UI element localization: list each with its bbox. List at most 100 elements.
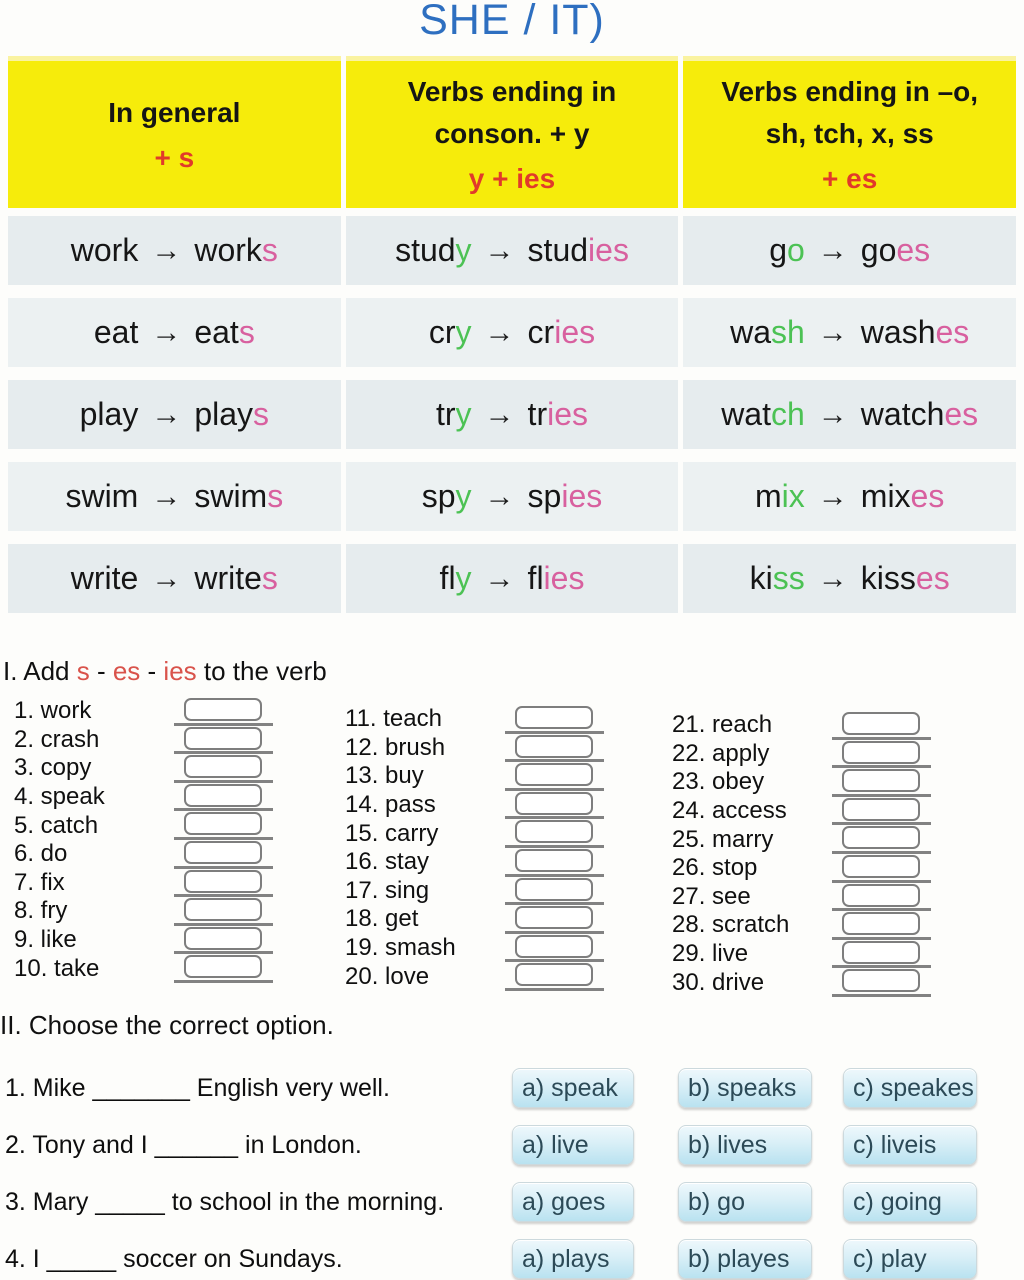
verb-label: 3. copy: [14, 754, 92, 782]
verb-item-row: 7. fix: [14, 869, 304, 898]
heading-segment: -: [140, 656, 164, 686]
answer-box[interactable]: [842, 712, 920, 735]
verb-example-cell: tr y → tr ies: [345, 380, 679, 449]
answer-underline: [832, 908, 931, 912]
question-text: 4. I _____ soccer on Sundays.: [5, 1245, 343, 1273]
conjugation-rules-table: In general + s Verbs ending in conson. + y y…: [8, 56, 1017, 613]
base-word: ki: [749, 560, 773, 596]
arrow-icon: →: [817, 561, 848, 595]
option-button[interactable]: b) speaks: [678, 1068, 812, 1108]
table-row: swim → swim s sp y → sp ies m ix → mix es: [8, 462, 1017, 531]
answer-box[interactable]: [184, 898, 262, 922]
answer-box[interactable]: [515, 963, 593, 987]
verb-item-row: 11. teach: [345, 705, 635, 734]
base-word: m: [755, 478, 782, 514]
answer-box[interactable]: [842, 854, 920, 878]
answer-box[interactable]: [184, 698, 262, 721]
result-word: wash: [860, 314, 936, 350]
verb-item-row: 6. do: [14, 840, 304, 869]
answer-underline: [174, 951, 273, 955]
table-header-cell: In general + s: [8, 56, 341, 208]
answer-box[interactable]: [184, 755, 262, 779]
verb-item-row: 30. drive: [672, 968, 962, 997]
answer-box[interactable]: [842, 797, 920, 821]
answer-box[interactable]: [515, 906, 593, 930]
answer-box[interactable]: [515, 877, 593, 901]
option-button[interactable]: c) going: [843, 1182, 977, 1222]
verb-label: 6. do: [14, 840, 68, 868]
highlighted-letters: y: [455, 560, 472, 596]
answer-box[interactable]: [515, 791, 593, 815]
verb-item-row: 22. apply: [672, 740, 962, 769]
highlighted-letters: o: [786, 232, 805, 268]
verb-example-cell: write → write s: [8, 544, 341, 613]
option-button[interactable]: b) go: [678, 1182, 812, 1222]
arrow-icon: →: [151, 233, 182, 267]
answer-box[interactable]: [515, 934, 593, 958]
answer-box[interactable]: [842, 740, 920, 764]
answer-box[interactable]: [842, 826, 920, 850]
answer-box[interactable]: [842, 969, 920, 993]
section2-heading: II. Choose the correct option.: [0, 1010, 334, 1040]
verb-example-cell: cr y → cr ies: [345, 298, 679, 367]
answer-box[interactable]: [842, 769, 920, 793]
answer-box[interactable]: [184, 726, 262, 750]
verb-item-row: 3. copy: [14, 754, 304, 783]
base-word: wat: [721, 396, 771, 432]
answer-box[interactable]: [184, 955, 262, 979]
answer-slot: [505, 848, 604, 877]
answer-box[interactable]: [842, 912, 920, 936]
base-word: sp: [421, 478, 456, 514]
arrow-icon: →: [484, 561, 515, 595]
answer-box[interactable]: [515, 848, 593, 872]
answer-underline: [505, 930, 604, 934]
option-button[interactable]: a) goes: [512, 1182, 634, 1222]
base-word: eat: [93, 314, 139, 350]
answer-slot: [174, 954, 273, 983]
answer-box[interactable]: [515, 734, 593, 758]
verb-label: 1. work: [14, 697, 92, 725]
answer-box[interactable]: [184, 869, 262, 893]
result-word: cr: [527, 314, 555, 350]
answer-slot: [505, 734, 604, 763]
option-button[interactable]: a) plays: [512, 1239, 634, 1279]
answer-underline: [174, 779, 273, 783]
option-button[interactable]: b) playes: [678, 1239, 812, 1279]
verb-item-row: 29. live: [672, 940, 962, 969]
option-button[interactable]: a) live: [512, 1125, 634, 1165]
option-button[interactable]: c) play: [843, 1239, 977, 1279]
answer-slot: [832, 797, 931, 826]
suffix-letters: s: [261, 560, 278, 596]
answer-slot: [505, 705, 604, 734]
answer-box[interactable]: [515, 820, 593, 844]
answer-box[interactable]: [184, 926, 262, 950]
result-word: tr: [527, 396, 548, 432]
heading-segment: I. Add: [3, 656, 77, 686]
answer-box[interactable]: [184, 840, 262, 864]
answer-box[interactable]: [515, 763, 593, 787]
verb-item-row: 15. carry: [345, 819, 635, 848]
answer-box[interactable]: [842, 940, 920, 964]
table-header-row: In general + s Verbs ending in conson. + y y…: [8, 56, 1017, 208]
answer-box[interactable]: [842, 883, 920, 907]
verb-item-row: 5. catch: [14, 811, 304, 840]
answer-box[interactable]: [184, 812, 262, 836]
answer-box[interactable]: [184, 783, 262, 807]
answer-slot: [174, 897, 273, 926]
table-body: work → work s stud y → stud ies g o → go es eat → eat s cr…: [8, 216, 1017, 613]
highlighted-letters: ch: [770, 396, 805, 432]
base-word: play: [79, 396, 139, 432]
question-text: 3. Mary _____ to school in the morning.: [5, 1188, 445, 1216]
option-button[interactable]: a) speak: [512, 1068, 634, 1108]
option-button[interactable]: c) speakes: [843, 1068, 977, 1108]
exercise2-multiple-choice: 1. Mike _______ English very well. a) spe…: [0, 1066, 1024, 1280]
answer-underline: [505, 759, 604, 763]
verb-example-cell: fl y → fl ies: [345, 544, 679, 613]
option-button[interactable]: b) lives: [678, 1125, 812, 1165]
base-word: tr: [436, 396, 456, 432]
verb-item-row: 12. brush: [345, 734, 635, 763]
answer-slot: [174, 926, 273, 955]
arrow-icon: →: [484, 233, 515, 267]
answer-box[interactable]: [515, 706, 593, 729]
option-button[interactable]: c) liveis: [843, 1125, 977, 1165]
